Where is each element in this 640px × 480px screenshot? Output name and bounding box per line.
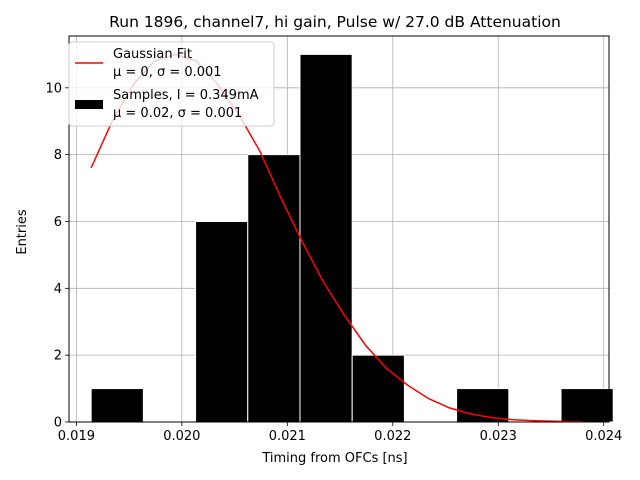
x-tick-label: 0.024 — [585, 429, 622, 444]
y-tick-label: 10 — [45, 81, 62, 96]
histogram-bar — [456, 388, 510, 423]
x-axis-label: Timing from OFCs [ns] — [261, 451, 407, 466]
y-tick-label: 4 — [54, 282, 62, 297]
histogram-bar — [299, 53, 353, 423]
y-axis-label: Entries — [15, 209, 30, 255]
x-tick-label: 0.020 — [163, 429, 200, 444]
y-tick-label: 2 — [54, 349, 62, 364]
histogram-bars — [90, 53, 614, 423]
legend-samples-name: Samples, I = 0.349mA — [113, 88, 259, 103]
legend-samples-swatch — [75, 100, 103, 109]
y-axis-ticks: 0 2 4 6 8 10 — [45, 81, 69, 431]
x-axis-ticks: 0.019 0.020 0.021 0.022 0.023 0.024 — [58, 422, 622, 444]
chart-title: Run 1896, channel7, hi gain, Pulse w/ 27… — [109, 13, 561, 31]
histogram-bar — [247, 154, 301, 423]
x-tick-label: 0.019 — [58, 429, 95, 444]
legend-box — [68, 41, 275, 127]
legend-samples-stats: μ = 0.02, σ = 0.001 — [113, 106, 242, 121]
histogram-bar — [195, 220, 249, 423]
x-tick-label: 0.021 — [269, 429, 306, 444]
histogram-bar — [560, 388, 614, 423]
histogram-bar — [90, 388, 144, 423]
histogram-bar — [351, 354, 405, 423]
y-tick-label: 6 — [54, 215, 62, 230]
legend: Gaussian Fit μ = 0, σ = 0.001 Samples, I… — [68, 41, 275, 127]
x-tick-label: 0.023 — [480, 429, 517, 444]
legend-fit-name: Gaussian Fit — [113, 47, 192, 62]
legend-fit-stats: μ = 0, σ = 0.001 — [113, 65, 222, 80]
plot-frame — [68, 35, 610, 423]
y-tick-label: 8 — [54, 148, 62, 163]
y-tick-label: 0 — [54, 416, 62, 431]
x-tick-label: 0.022 — [374, 429, 411, 444]
